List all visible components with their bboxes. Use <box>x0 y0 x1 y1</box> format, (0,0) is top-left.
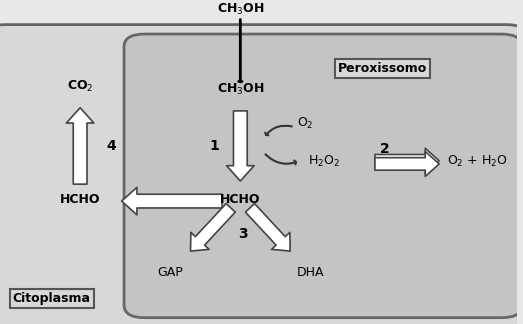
Text: CH$_3$OH: CH$_3$OH <box>217 2 264 17</box>
Text: H$_2$O$_2$: H$_2$O$_2$ <box>308 154 339 169</box>
Text: CO$_2$: CO$_2$ <box>67 79 94 94</box>
Text: 1: 1 <box>210 139 219 153</box>
Text: 4: 4 <box>106 139 116 153</box>
FancyBboxPatch shape <box>124 34 522 318</box>
Text: 3: 3 <box>238 227 248 241</box>
Text: HCHO: HCHO <box>60 193 100 206</box>
Text: CH$_3$OH: CH$_3$OH <box>217 82 264 97</box>
Text: GAP: GAP <box>158 266 184 279</box>
Text: 2: 2 <box>380 142 390 156</box>
Text: Peroxissomo: Peroxissomo <box>338 62 427 75</box>
Text: HCHO: HCHO <box>220 193 260 206</box>
FancyBboxPatch shape <box>0 25 523 324</box>
Text: DHA: DHA <box>297 266 325 279</box>
Text: Citoplasma: Citoplasma <box>13 292 90 305</box>
Text: O$_2$ + H$_2$O: O$_2$ + H$_2$O <box>447 154 508 169</box>
Text: O$_2$: O$_2$ <box>297 116 314 132</box>
